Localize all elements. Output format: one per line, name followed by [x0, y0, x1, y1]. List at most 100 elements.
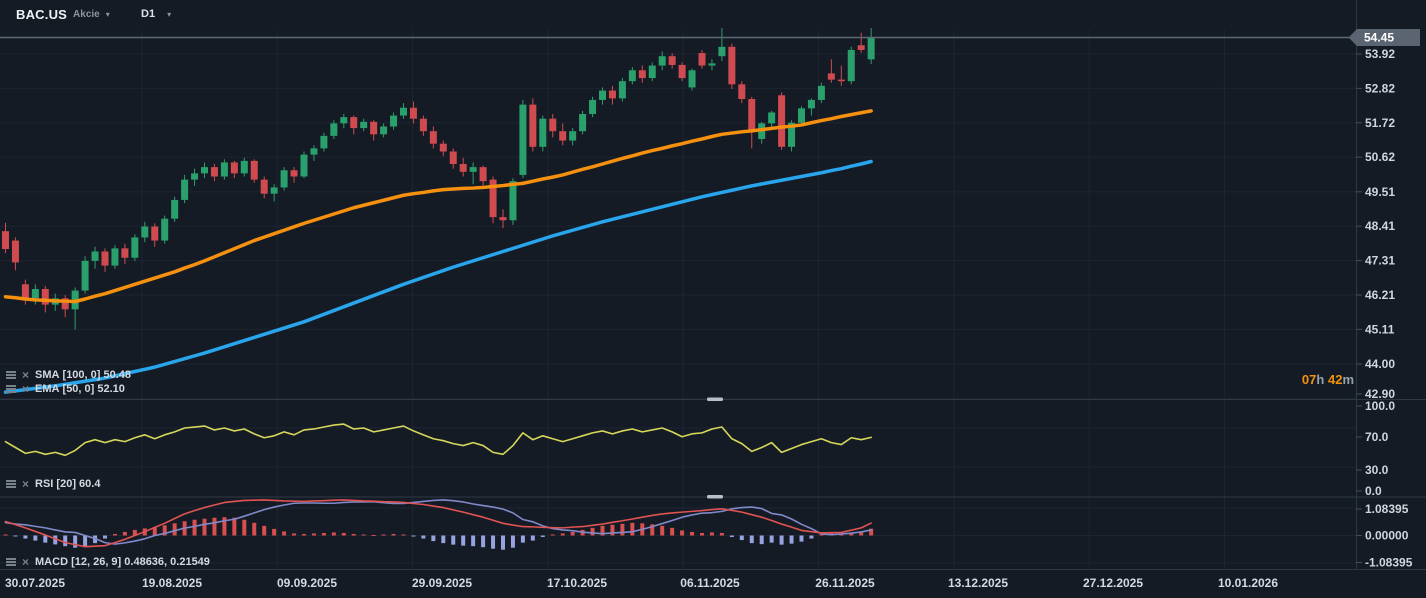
macd-histogram-bar [520, 535, 525, 543]
sma-indicator-label: SMA [100, 0] 50.48 [35, 368, 132, 381]
macd-histogram-bar [719, 532, 724, 536]
chevron-down-icon[interactable]: ▾ [105, 10, 110, 19]
candle [111, 245, 119, 269]
candle [240, 157, 248, 177]
macd-histogram-bar [749, 535, 754, 544]
price-tick-label: 49.51 [1365, 185, 1395, 199]
price-tick-label: 45.11 [1365, 322, 1395, 336]
candle [608, 85, 616, 105]
date-label: 26.11.2025 [815, 576, 875, 590]
candle [290, 167, 298, 183]
macd-histogram-bar [451, 535, 456, 545]
candle [539, 115, 547, 152]
macd-histogram-bar [272, 528, 277, 536]
macd-line [4, 499, 872, 548]
macd-histogram-bar [311, 533, 316, 536]
macd-histogram-bar [23, 535, 28, 539]
candle [559, 123, 567, 146]
macd-histogram-bar [331, 532, 336, 536]
candle [718, 28, 726, 61]
macd-histogram-bar [252, 522, 257, 536]
macd-indicator-label: MACD [12, 26, 9] 0.48636, 0.21549 [35, 555, 210, 568]
price-tick-label: 48.41 [1365, 219, 1395, 233]
macd-histogram-bar [759, 535, 764, 545]
candle [220, 159, 228, 180]
candle [121, 243, 129, 264]
candle [370, 120, 378, 141]
chart-canvas[interactable]: 53.92 52.82 51.72 50.62 49.51 48.41 47.31 46.21… [0, 0, 1426, 570]
candle [409, 101, 417, 124]
indicator-settings-icon[interactable] [6, 560, 16, 563]
candle [728, 43, 736, 89]
macd-histogram-bar [789, 535, 794, 544]
macd-histogram-bar [361, 534, 366, 536]
candle-countdown: 07h 42m [1301, 372, 1354, 387]
macd-histogram-bar [680, 530, 685, 536]
candle [260, 176, 268, 199]
candle [579, 110, 587, 135]
macd-histogram-bar [112, 533, 117, 536]
macd-histogram-bar [43, 535, 48, 543]
candle [628, 67, 636, 85]
candle [131, 234, 139, 261]
candle [748, 96, 756, 149]
macd-histogram-bar [262, 525, 267, 536]
rsi-tick-label: 0.0 [1365, 484, 1382, 498]
panel-resize-handle[interactable] [707, 397, 723, 402]
candle [499, 209, 507, 229]
candle [310, 145, 318, 161]
rsi-tick-label: 30.0 [1365, 463, 1389, 477]
indicator-settings-icon[interactable] [6, 482, 16, 485]
candle [230, 160, 238, 179]
candle [459, 157, 467, 177]
indicator-close-icon[interactable]: × [22, 367, 30, 382]
indicator-settings-icon[interactable] [6, 387, 16, 390]
macd-histogram-bar [600, 525, 605, 536]
candle [668, 53, 676, 69]
price-tick-label: 46.21 [1365, 288, 1395, 302]
macd-histogram-bar [411, 535, 416, 537]
macd-histogram-bar [819, 534, 824, 536]
macd-histogram-bar [192, 519, 197, 536]
macd-histogram-bar [202, 518, 207, 536]
macd-histogram-bar [590, 527, 595, 536]
candle [419, 115, 427, 136]
rsi-indicator-row: × RSI [20] 60.4 [5, 477, 100, 490]
price-axis[interactable]: 53.92 52.82 51.72 50.62 49.51 48.41 47.31 46.21… [1356, 47, 1413, 570]
macd-histogram-bar [33, 535, 38, 541]
candle [618, 78, 626, 102]
chevron-down-icon[interactable]: ▾ [167, 10, 172, 19]
candle [210, 164, 218, 182]
ema-indicator-label: EMA [50, 0] 52.10 [35, 382, 125, 395]
timeframe-selector[interactable]: D1 ▾ [141, 0, 171, 28]
candle [429, 126, 437, 149]
candle [81, 256, 89, 294]
candle [449, 148, 457, 169]
indicator-close-icon[interactable]: × [22, 381, 30, 396]
macd-histogram-bar [321, 532, 326, 536]
indicator-settings-icon[interactable] [6, 373, 16, 376]
candle [330, 120, 338, 139]
macd-histogram-bar [610, 524, 615, 536]
panel-resize-handle[interactable] [707, 495, 723, 499]
symbol-selector[interactable]: BAC.US Akcie ▾ [16, 0, 110, 28]
macd-histogram-bar [869, 528, 874, 536]
time-axis[interactable]: 30.07.2025 19.08.2025 09.09.2025 29.09.2025… [0, 570, 1426, 598]
candle [469, 162, 477, 185]
macd-histogram-bar [510, 535, 515, 548]
indicator-close-icon[interactable]: × [22, 476, 30, 491]
candle [658, 51, 666, 71]
sma-line [3, 159, 873, 394]
rsi-tick-label: 70.0 [1365, 430, 1389, 444]
candle [201, 162, 208, 179]
macd-histogram-bar [769, 535, 774, 543]
indicator-close-icon[interactable]: × [22, 554, 30, 569]
macd-histogram-bar [3, 534, 8, 536]
candle [847, 46, 855, 85]
price-tick-label: 50.62 [1365, 150, 1395, 164]
date-label: 30.07.2025 [4, 576, 66, 590]
candle [161, 215, 169, 244]
date-label: 29.09.2025 [411, 576, 473, 590]
macd-histogram-bar [13, 535, 18, 537]
macd-histogram-bar [560, 533, 565, 536]
